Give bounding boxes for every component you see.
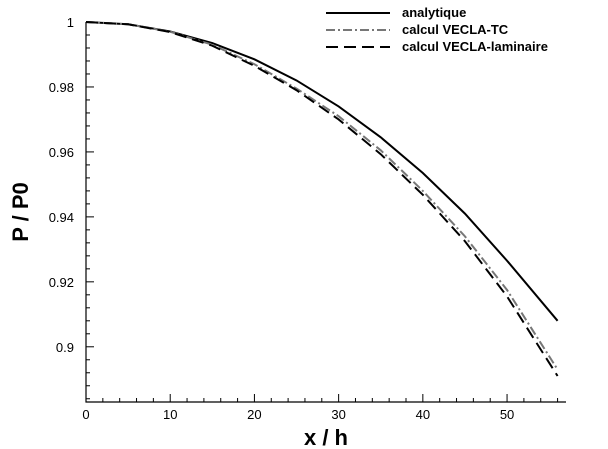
x-tick-label: 30 bbox=[331, 407, 345, 422]
x-tick-label: 50 bbox=[500, 407, 514, 422]
y-tick-label: 0.9 bbox=[56, 340, 74, 355]
y-tick-label: 0.98 bbox=[49, 80, 74, 95]
series-line-calcul-vecla-laminaire bbox=[85, 21, 559, 377]
y-tick-label: 1 bbox=[67, 15, 74, 30]
y-axis-ticks: 0.9 0.92 0.94 0.96 0.98 1 bbox=[49, 15, 94, 400]
legend-label: calcul VECLA-TC bbox=[402, 22, 509, 37]
y-tick-label: 0.96 bbox=[49, 145, 74, 160]
x-tick-label: 20 bbox=[247, 407, 261, 422]
x-tick-label: 0 bbox=[82, 407, 89, 422]
x-tick-label: 40 bbox=[416, 407, 430, 422]
x-tick-label: 10 bbox=[163, 407, 177, 422]
x-axis-ticks: 0 10 20 30 40 50 bbox=[82, 394, 559, 422]
y-axis-title: P / P0 bbox=[8, 182, 33, 242]
series-group bbox=[85, 21, 559, 377]
series-line-analytique bbox=[85, 21, 559, 322]
y-tick-label: 0.94 bbox=[49, 210, 74, 225]
x-axis-title: x / h bbox=[304, 425, 348, 449]
legend-label: analytique bbox=[402, 5, 466, 20]
series-line-calcul-vecla-tc bbox=[85, 21, 559, 371]
y-tick-label: 0.92 bbox=[49, 275, 74, 290]
axes bbox=[85, 22, 566, 403]
legend: analytique calcul VECLA-TC calcul VECLA-la… bbox=[326, 5, 548, 54]
legend-label: calcul VECLA-laminaire bbox=[402, 39, 548, 54]
